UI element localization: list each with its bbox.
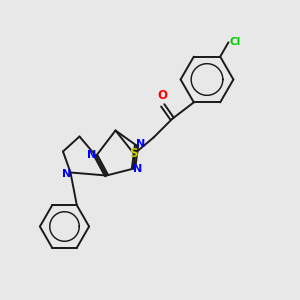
- Text: N: N: [88, 149, 97, 160]
- Text: S: S: [129, 148, 137, 160]
- Text: Cl: Cl: [230, 37, 241, 47]
- Text: O: O: [158, 89, 168, 102]
- Text: N: N: [62, 169, 71, 179]
- Text: N: N: [136, 139, 145, 149]
- Text: N: N: [133, 164, 142, 174]
